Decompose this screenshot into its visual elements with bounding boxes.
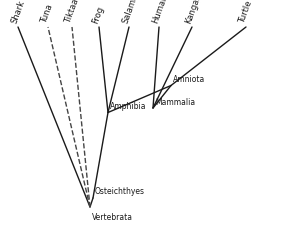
Text: Frog: Frog [91, 5, 105, 25]
Text: Salamander: Salamander [121, 0, 146, 25]
Text: Shark: Shark [10, 0, 26, 25]
Text: Amphibia: Amphibia [110, 102, 147, 111]
Text: Amniota: Amniota [173, 75, 206, 84]
Text: Vertebrata: Vertebrata [92, 213, 133, 222]
Text: Tuna: Tuna [40, 3, 55, 25]
Text: Kangaroo: Kangaroo [184, 0, 206, 25]
Text: Mammalia: Mammalia [155, 98, 196, 107]
Text: Human: Human [151, 0, 169, 25]
Text: Tiktaalik: Tiktaalik [64, 0, 84, 25]
Text: Osteichthyes: Osteichthyes [94, 187, 145, 196]
Text: Turtle: Turtle [238, 0, 254, 25]
